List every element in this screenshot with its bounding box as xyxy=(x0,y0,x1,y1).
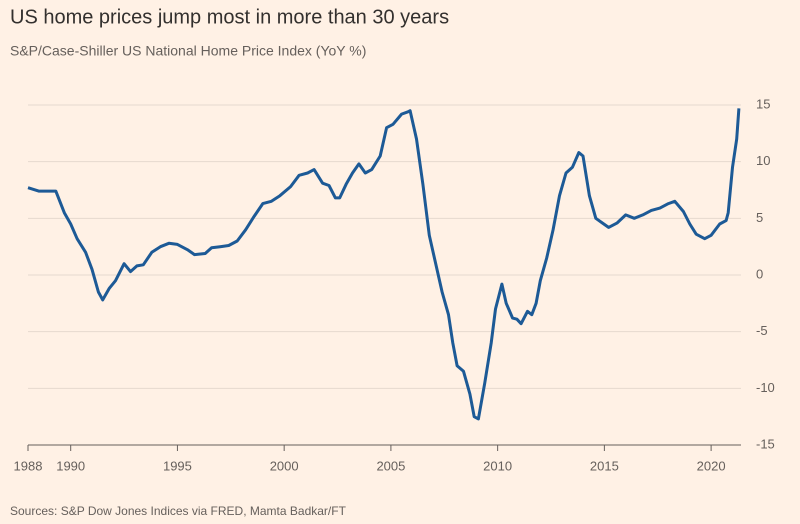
y-tick-label: -10 xyxy=(756,380,775,395)
x-tick-label: 2000 xyxy=(270,458,299,473)
x-tick-label: 2010 xyxy=(483,458,512,473)
y-tick-label: 15 xyxy=(756,96,770,111)
y-tick-label: 10 xyxy=(756,153,770,168)
chart-subtitle: S&P/Case-Shiller US National Home Price … xyxy=(10,43,366,59)
x-tick-label: 2015 xyxy=(590,458,619,473)
y-tick-label: -15 xyxy=(756,436,775,451)
chart-title: US home prices jump most in more than 30… xyxy=(10,6,449,28)
y-tick-label: 0 xyxy=(756,266,763,281)
source-note: Sources: S&P Dow Jones Indices via FRED,… xyxy=(10,504,347,518)
y-tick-label: -5 xyxy=(756,323,768,338)
data-line xyxy=(27,108,741,421)
x-tick-label: 1988 xyxy=(14,458,43,473)
y-tick-label: 5 xyxy=(756,210,763,225)
x-tick-label: 2005 xyxy=(376,458,405,473)
x-tick-label: 1995 xyxy=(163,458,192,473)
x-tick-label: 2020 xyxy=(697,458,726,473)
x-tick-label: 1990 xyxy=(56,458,85,473)
